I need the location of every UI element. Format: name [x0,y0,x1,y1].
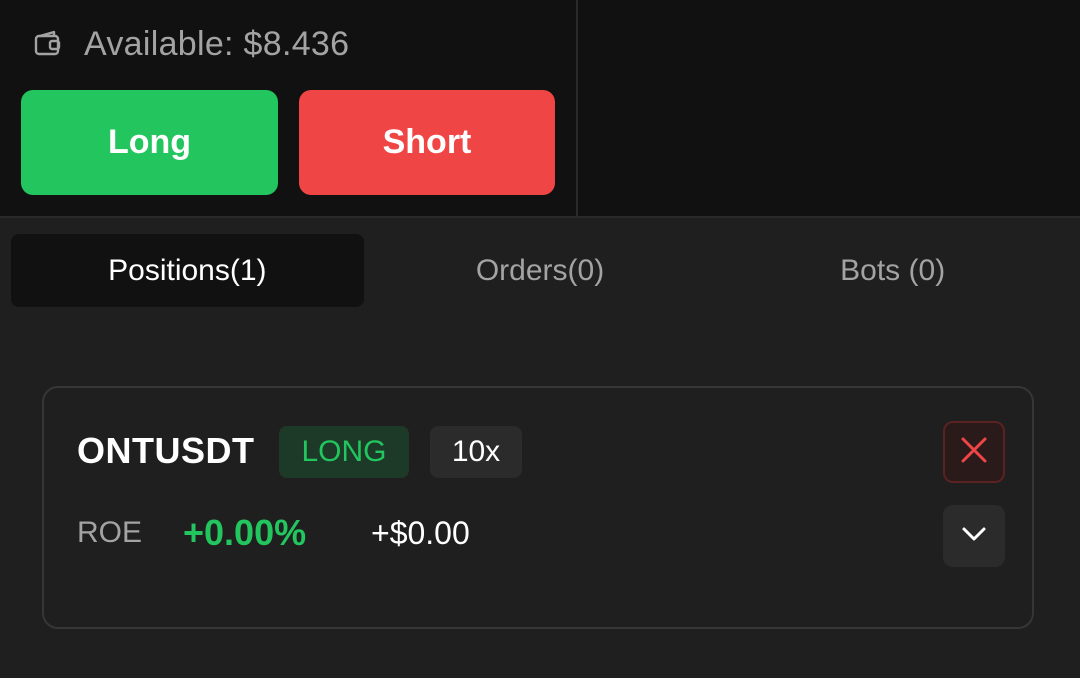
roe-label: ROE [77,516,143,549]
pnl-value: +$0.00 [371,515,470,551]
close-position-button[interactable] [943,421,1005,483]
position-side-badge: LONG [279,426,409,478]
long-button[interactable]: Long [21,90,278,195]
wallet-icon [32,28,64,60]
positions-tabs: Positions(1) Orders(0) Bots (0) [11,234,1069,307]
tab-positions[interactable]: Positions(1) [11,234,364,307]
available-balance: Available: $8.436 [32,22,349,66]
close-icon [960,436,988,469]
position-card: ONTUSDT LONG 10x ROE +0.00% +$0.00 [42,386,1034,629]
expand-position-button[interactable] [943,505,1005,567]
short-button[interactable]: Short [299,90,555,195]
leverage-badge: 10x [430,426,522,478]
tab-bots[interactable]: Bots (0) [840,253,946,287]
order-panel: Available: $8.436 Long Short [0,0,1080,218]
chevron-down-icon [961,526,987,547]
order-entry: Available: $8.436 Long Short [0,0,578,216]
roe-value: +0.00% [183,512,307,553]
available-balance-text: Available: $8.436 [84,24,350,63]
position-symbol: ONTUSDT [77,430,255,471]
tab-orders[interactable]: Orders(0) [475,253,605,287]
